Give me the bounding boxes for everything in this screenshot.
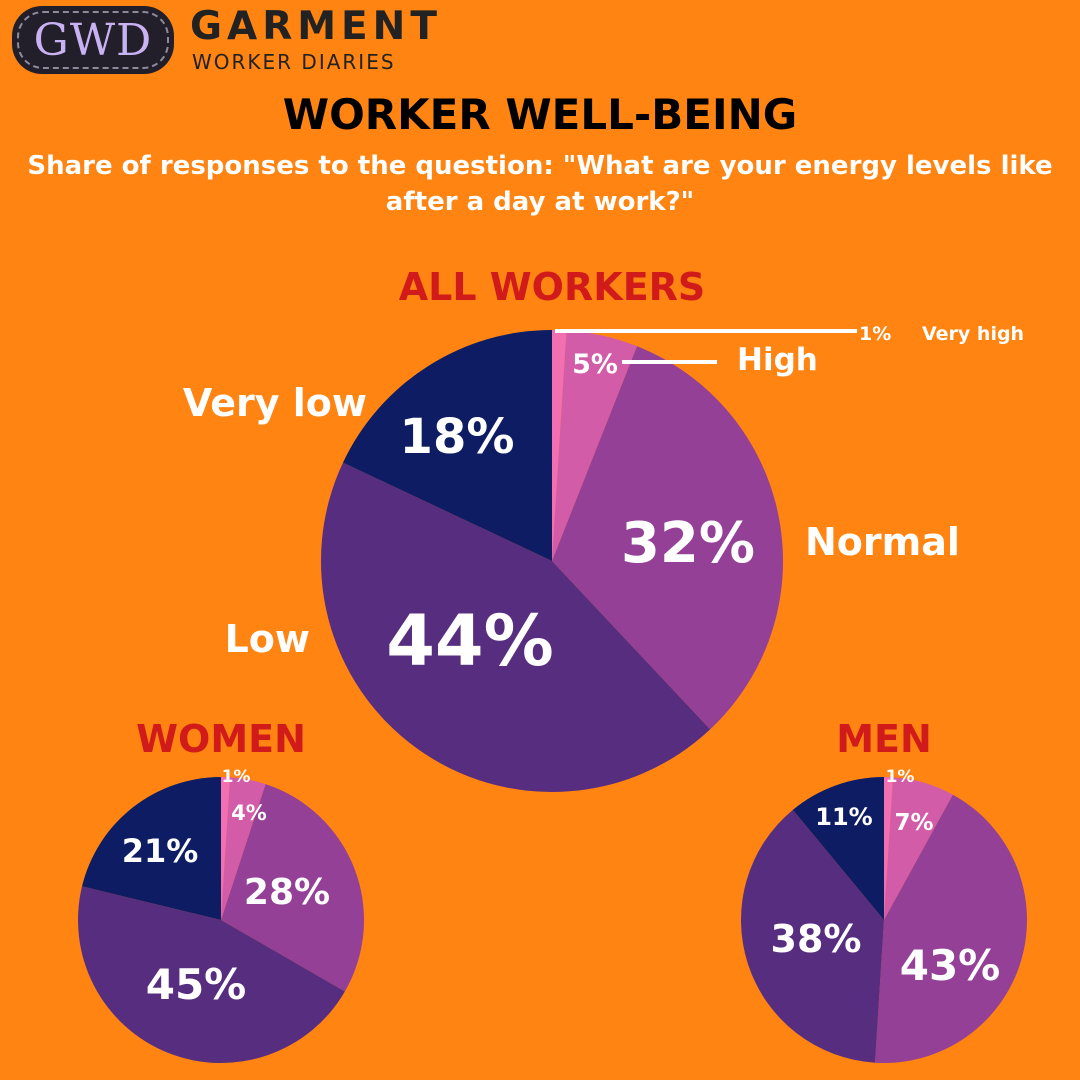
pie-slice-men-very-high [884, 777, 893, 920]
value-label-all-very-high: 1% [859, 323, 891, 345]
value-label-all-normal: 32% [621, 511, 755, 576]
pie-slice-women-normal [221, 784, 364, 992]
pie-slice-women-very-low [82, 777, 221, 920]
value-label-men-very-high: 1% [886, 767, 915, 787]
pie-all-workers [320, 330, 784, 793]
pie-slice-men-low [741, 809, 884, 1063]
value-label-women-high: 4% [231, 801, 267, 825]
category-label-low: Low [225, 617, 310, 661]
chart-title-men: MEN [836, 717, 932, 761]
value-label-women-very-low: 21% [122, 832, 199, 870]
value-label-men-very-low: 11% [815, 803, 872, 831]
pie-slice-women-low [78, 886, 345, 1063]
value-label-all-very-low: 18% [400, 409, 515, 465]
brand-name: GARMENT [190, 4, 442, 49]
value-label-men-normal: 43% [900, 941, 1001, 990]
category-label-very-low: Very low [183, 381, 367, 425]
pie-men [741, 777, 1027, 1064]
category-label-very-high: Very high [922, 323, 1024, 345]
page-title: WORKER WELL-BEING [282, 90, 798, 139]
value-label-women-normal: 28% [244, 872, 330, 913]
pie-slice-men-high [884, 777, 953, 920]
pie-slice-men-normal [875, 794, 1027, 1064]
pie-slice-all-workers-very-low [342, 330, 552, 561]
value-label-women-low: 45% [146, 960, 247, 1009]
page-subtitle: Share of responses to the question: "Wha… [27, 151, 1053, 217]
value-label-all-low: 44% [386, 600, 554, 682]
category-label-normal: Normal [805, 520, 960, 564]
pie-slice-all-workers-very-high [552, 330, 567, 561]
category-label-high: High [737, 342, 818, 378]
pie-slice-all-workers-low [320, 462, 711, 793]
value-label-men-high: 7% [894, 810, 933, 836]
pie-slice-women-very-high [221, 777, 231, 920]
value-label-men-low: 38% [771, 917, 862, 961]
brand-subname: WORKER DIARIES [192, 50, 396, 74]
pie-slice-women-high [221, 777, 266, 920]
chart-title-all-workers: ALL WORKERS [399, 265, 706, 309]
pie-slice-all-workers-high [552, 330, 638, 561]
value-label-women-very-high: 1% [222, 767, 251, 787]
pie-women [78, 777, 364, 1063]
pie-slice-men-very-low [792, 777, 884, 920]
pie-slice-all-workers-normal [552, 346, 784, 730]
chart-title-women: WOMEN [136, 717, 306, 761]
value-label-all-high: 5% [572, 349, 618, 380]
logo-badge: GWD [12, 6, 174, 74]
